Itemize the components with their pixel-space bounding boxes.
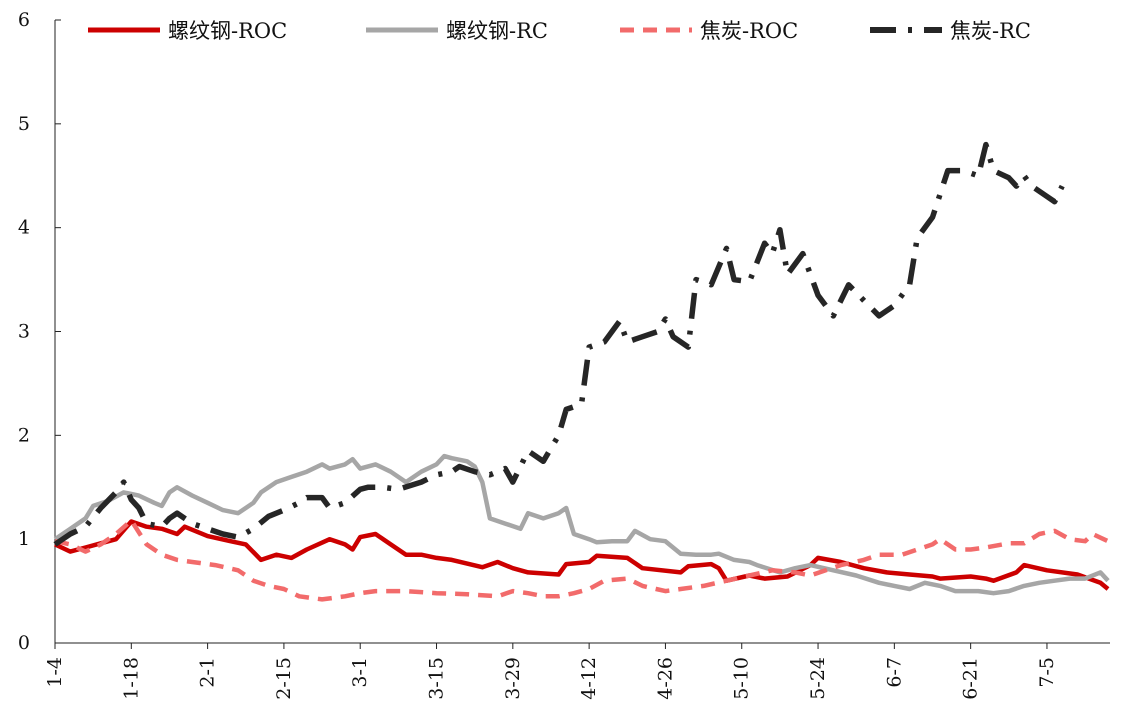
x-tick-label: 4-26 (654, 657, 676, 700)
x-tick-label: 7-5 (1036, 657, 1058, 688)
y-tick-label: 3 (18, 321, 30, 343)
y-tick-label: 1 (18, 528, 30, 550)
x-tick-label: 2-1 (197, 657, 219, 688)
x-tick-label: 6-7 (883, 657, 905, 688)
x-tick-label: 3-1 (349, 657, 371, 688)
series-line-3 (54, 518, 1109, 602)
y-tick-label: 2 (18, 424, 30, 446)
x-tick-label: 4-12 (578, 657, 600, 700)
x-tick-label: 1-4 (44, 657, 66, 688)
x-tick-label: 1-18 (120, 657, 142, 700)
y-tick-label: 6 (18, 9, 30, 31)
y-ticks: 0 1 2 3 4 5 6 (18, 9, 61, 654)
x-tick-label: 3-29 (502, 657, 524, 700)
x-tick-label: 2-15 (273, 657, 295, 700)
y-tick-label: 5 (18, 113, 30, 135)
series-line-2 (53, 453, 1110, 596)
legend: 螺纹钢-ROC 螺纹钢-RC 焦炭-ROC 焦炭-RC (88, 19, 1031, 43)
legend-label-1: 螺纹钢-ROC (168, 19, 287, 43)
legend-label-2: 螺纹钢-RC (446, 19, 548, 43)
x-tick-label: 6-21 (960, 657, 982, 700)
y-tick-label: 4 (18, 217, 30, 239)
x-ticks: 1-4 1-18 2-1 2-15 3-1 3-15 3-29 4-12 4-26 5-10 5-2… (44, 643, 1058, 700)
legend-label-4: 焦炭-RC (950, 19, 1031, 43)
x-axis: 1-4 1-18 2-1 2-15 3-1 3-15 3-29 4-12 4-26 5-10 5-2… (44, 642, 1110, 700)
series-line-1 (54, 519, 1110, 591)
y-axis: 0 1 2 3 4 5 6 (18, 9, 61, 654)
x-tick-label: 5-10 (731, 657, 753, 700)
y-tick-label: 0 (18, 632, 30, 654)
series-line-4 (53, 141, 1065, 547)
series-group (53, 141, 1110, 602)
x-tick-label: 3-15 (426, 657, 448, 700)
legend-label-3: 焦炭-ROC (700, 19, 798, 43)
x-tick-label: 5-24 (807, 657, 829, 700)
